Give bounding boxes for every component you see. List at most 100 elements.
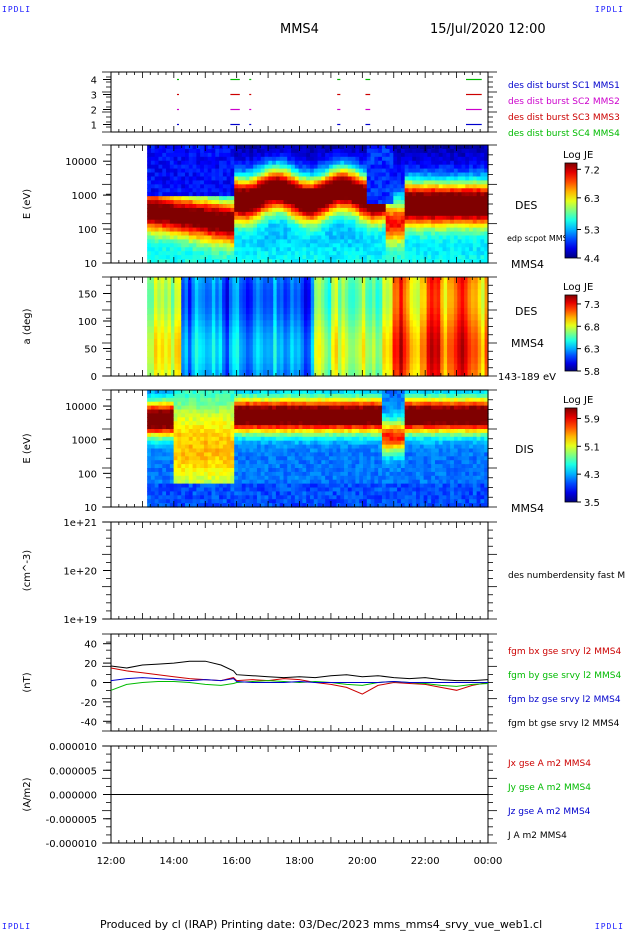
heatmap-cell (162, 471, 167, 477)
heatmap-cell (338, 277, 343, 284)
heatmap-cell (198, 369, 203, 377)
heatmap-cell (348, 295, 353, 303)
heatmap-cell (404, 215, 410, 221)
heatmap-cell (181, 231, 186, 237)
heatmap-cell (253, 219, 258, 225)
heatmap-cell (427, 231, 432, 237)
heatmap-cell (303, 307, 308, 315)
heatmap-cell (215, 192, 220, 197)
heatmap-cell (235, 314, 240, 321)
heatmap-cell (419, 211, 425, 217)
heatmap-cell (404, 172, 410, 178)
heatmap-cell (358, 301, 363, 309)
heatmap-cell (269, 326, 274, 334)
heatmap-cell (374, 219, 379, 225)
heatmap-cell (222, 235, 228, 240)
heatmap-cell (150, 295, 155, 303)
heatmap-cell (226, 255, 232, 260)
heatmap-cell (347, 207, 353, 213)
heatmap-cell (358, 357, 363, 365)
heatmap-cell (181, 172, 186, 178)
heatmap-cell (363, 211, 368, 217)
heatmap-cell (230, 259, 235, 264)
heatmap-cell (147, 207, 152, 213)
heatmap-cell (239, 369, 244, 377)
heatmap-cell (393, 243, 398, 248)
heatmap-cell (256, 196, 262, 201)
heatmap-cell (310, 326, 315, 334)
heatmap-cell (150, 215, 156, 221)
heatmap-cell (279, 247, 285, 252)
heatmap-cell (378, 184, 383, 189)
heatmap-cell (426, 363, 431, 371)
heatmap-cell (242, 345, 247, 352)
heatmap-cell (402, 307, 407, 315)
heatmap-cell (480, 215, 485, 221)
heatmap-cell (215, 307, 220, 315)
heatmap-cell (438, 243, 444, 248)
heatmap-cell (188, 247, 194, 252)
heatmap-cell (162, 172, 167, 178)
heatmap-cell (298, 196, 304, 201)
heatmap-cell (431, 211, 436, 217)
heatmap-cell (423, 180, 428, 185)
heatmap-cell (314, 283, 319, 290)
heatmap-cell (215, 363, 220, 371)
heatmap-cell (241, 180, 247, 185)
heatmap-cell (385, 326, 390, 334)
heatmap-cell (447, 283, 452, 290)
heatmap-cell (470, 345, 475, 352)
heatmap-cell (351, 152, 357, 158)
heatmap-cell (340, 247, 345, 252)
y-tick-label: 10000 (65, 157, 97, 168)
heatmap-cell (470, 314, 475, 321)
heatmap-cell (177, 243, 182, 248)
heatmap-cell (450, 251, 455, 256)
heatmap-cell (264, 196, 269, 201)
heatmap-cell (272, 219, 277, 225)
heatmap-cell (275, 219, 281, 225)
heatmap-cell (477, 332, 482, 340)
heatmap-cell (260, 152, 266, 158)
heatmap-cell (162, 219, 167, 225)
heatmap-cell (173, 168, 179, 174)
heatmap-cell (196, 207, 201, 213)
heatmap-cell (361, 338, 366, 346)
heatmap-cell (230, 148, 235, 154)
heatmap-cell (457, 301, 462, 309)
heatmap-cell (185, 247, 190, 252)
heatmap-cell (399, 363, 404, 371)
heatmap-cell (266, 289, 271, 297)
heatmap-cell (438, 160, 444, 166)
heatmap-cell (438, 172, 444, 178)
heatmap-cell (431, 200, 436, 205)
heatmap-cell (283, 277, 288, 284)
heatmap-cell (153, 314, 158, 321)
heatmap-cell (450, 326, 455, 334)
heatmap-cell (442, 152, 447, 158)
heatmap-cell (440, 314, 445, 321)
heatmap-cell (291, 164, 296, 170)
heatmap-cell (385, 192, 391, 197)
heatmap-cell (185, 200, 190, 205)
heatmap-cell (256, 251, 262, 256)
heatmap-cell (408, 145, 413, 150)
heatmap-cell (272, 184, 277, 189)
heatmap-cell (430, 351, 435, 359)
heatmap-cell (207, 251, 213, 256)
heatmap-cell (340, 145, 345, 150)
heatmap-cell (185, 239, 190, 244)
heatmap-cell (460, 314, 465, 321)
heatmap-cell (226, 176, 232, 181)
heatmap-cell (269, 338, 274, 346)
heatmap-cell (230, 215, 235, 221)
heatmap-cell (341, 351, 346, 359)
heatmap-cell (484, 168, 489, 174)
heatmap-cell (238, 243, 243, 248)
heatmap-cell (476, 160, 482, 166)
heatmap-cell (347, 219, 353, 225)
heatmap-cell (327, 301, 332, 309)
heatmap-cell (443, 369, 448, 377)
heatmap-cell (427, 251, 432, 256)
heatmap-cell (147, 390, 152, 395)
